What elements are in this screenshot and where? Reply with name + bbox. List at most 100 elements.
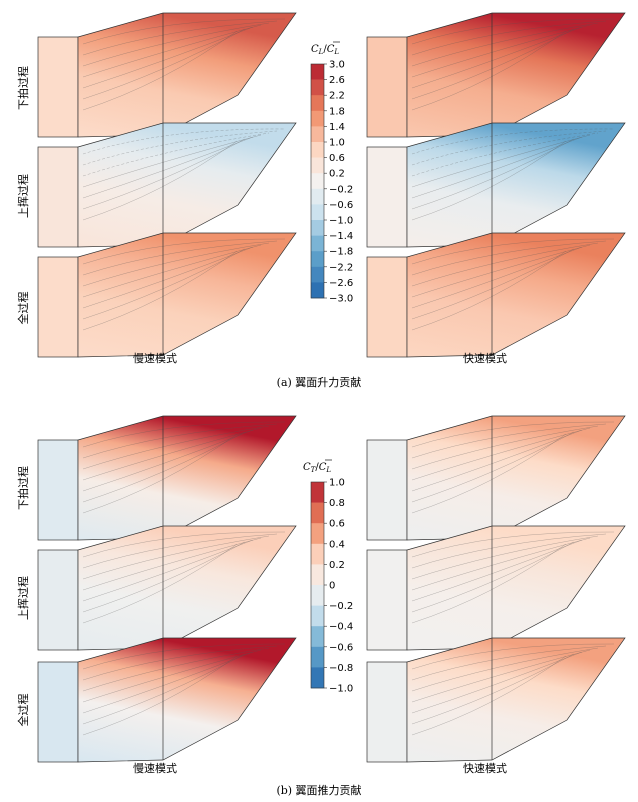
wing-a-4-contour [82,246,254,309]
wing-b-2-contour [82,539,254,602]
colorbar-a-swatch [311,235,324,252]
wing-a-1-surface [406,12,626,138]
colorbar-b-tick-label: 0.6 [329,519,345,530]
colorbar-b-tick-label: −0.4 [329,622,353,633]
wing-a-4-contour [82,244,262,298]
colorbar-a-swatch [311,157,324,174]
wing-b-2-contour [82,535,270,580]
wing-b-3 [366,525,626,651]
wing-b-4-contour [82,643,286,670]
colorbar-a-swatch [311,204,324,221]
colorbar-b-swatch [311,667,324,689]
mode-label-a-slow: 慢速模式 [133,352,177,365]
wing-a-4-contour [82,242,270,287]
wing-a-3-contour [411,132,599,177]
wing-a-2 [37,122,297,248]
colorbar-a-tick-label: −3.0 [329,294,353,305]
wing-b-0-contour [82,427,262,481]
wing-b-3-contour [411,543,567,624]
row-label-b-downstroke: 下拍过程 [16,466,30,510]
wing-a-5-surface [406,232,626,358]
colorbar-a-tick-label: 2.2 [329,91,345,102]
wing-a-1 [366,12,626,138]
wing-panels [37,12,626,763]
wing-b-2-contour [82,537,262,591]
wing-b-3-root [366,549,408,651]
wing-b-4 [37,637,297,763]
wing-a-3-contour [411,130,607,166]
wing-a-2-contour [82,134,262,188]
wing-a-0-contour [82,20,278,56]
wing-b-3-contour [411,533,607,569]
wing-b-5-contour [411,649,591,703]
wing-b-3-contour [411,539,583,602]
colorbar-a-tick-label: 1.0 [329,138,345,149]
colorbar-b-tick-label: 1.0 [329,478,345,489]
wing-b-0-contour [82,425,270,470]
colorbar-a-tick-label: 0.2 [329,169,345,180]
wing-b-4-contour [82,651,254,714]
colorbar-b-swatch [311,564,324,586]
mode-label-a-fast: 快速模式 [463,352,507,365]
row-label-a-full: 全过程 [16,292,30,325]
colorbar-b-swatch [311,585,324,606]
wing-b-5-surface [406,637,626,763]
wing-a-3-surface [406,122,626,248]
colorbar-b-swatch [311,605,324,627]
wing-b-0 [37,415,297,541]
colorbars: 3.0 2.6 2.2 1.8 1.4 1.0 0.6 0.2 −0.2 −0.6 −1.0 −1.4… [310,60,353,695]
wing-a-0-contour [82,26,254,89]
wing-b-4-contour [82,647,270,692]
wing-b-5-contour [411,651,583,714]
colorbar-b: 1.0 0.8 0.6 0.4 0.2 0 −0.2 −0.4 −0.6 −0.8 −1.0 [310,478,353,695]
wing-a-4 [37,232,297,358]
wing-b-2-contour [82,531,286,558]
wing-b-2 [37,525,297,651]
wing-a-5 [366,232,626,358]
wing-a-0-surface [77,12,297,138]
colorbar-a-swatch [311,220,324,236]
wing-b-5-contour [411,655,567,736]
colorbar-a-tick-label: 0.6 [329,153,345,164]
wing-a-0 [37,12,297,138]
wing-a-4-surface [77,232,297,358]
wing-b-1-root [366,439,408,541]
wing-a-1-contour [411,20,607,56]
wing-a-4-root [37,256,79,358]
wing-b-0-contour [82,429,254,492]
wing-a-5-contour [411,244,591,298]
colorbar-b-swatch [311,523,324,545]
wing-a-2-root [37,146,79,248]
wing-a-5-contour [411,246,583,309]
colorbar-b-tick-label: 0.4 [329,539,345,550]
wing-a-2-contour [82,132,270,177]
wing-b-2-root [37,549,79,651]
wing-b-5-contour [411,645,607,681]
colorbar-b-tick-label: −1.0 [329,684,353,695]
wing-b-3-surface [406,525,626,651]
colorbar-a-tick-label: 3.0 [329,60,345,71]
colorbar-b-tick-label: −0.8 [329,663,353,674]
colorbar-b-title: CT/CL [303,462,331,474]
wing-a-2-surface [77,122,297,248]
wing-a-0-contour [82,18,286,45]
colorbar-a-swatch [311,95,324,112]
wing-b-3-contour [411,537,591,591]
wing-a-3-contour [411,128,615,155]
colorbar-a-swatch [311,64,324,80]
wing-a-3 [366,122,626,248]
wing-b-5 [366,637,626,763]
wing-a-2-contour [82,136,254,199]
wing-b-1-contour [411,427,591,481]
colorbar-b-swatch [311,543,324,565]
colorbar-a-swatch [311,79,324,96]
wing-a-2-contour [82,140,238,221]
wing-a-1-contour [411,18,615,45]
wing-a-5-root [366,256,408,358]
caption-b: (b) 翼面推力贡献 [276,783,361,797]
wing-b-5-root [366,661,408,763]
wing-a-4-contour [82,250,238,331]
wing-b-1-contour [411,429,583,492]
wing-a-1-contour [411,30,567,111]
